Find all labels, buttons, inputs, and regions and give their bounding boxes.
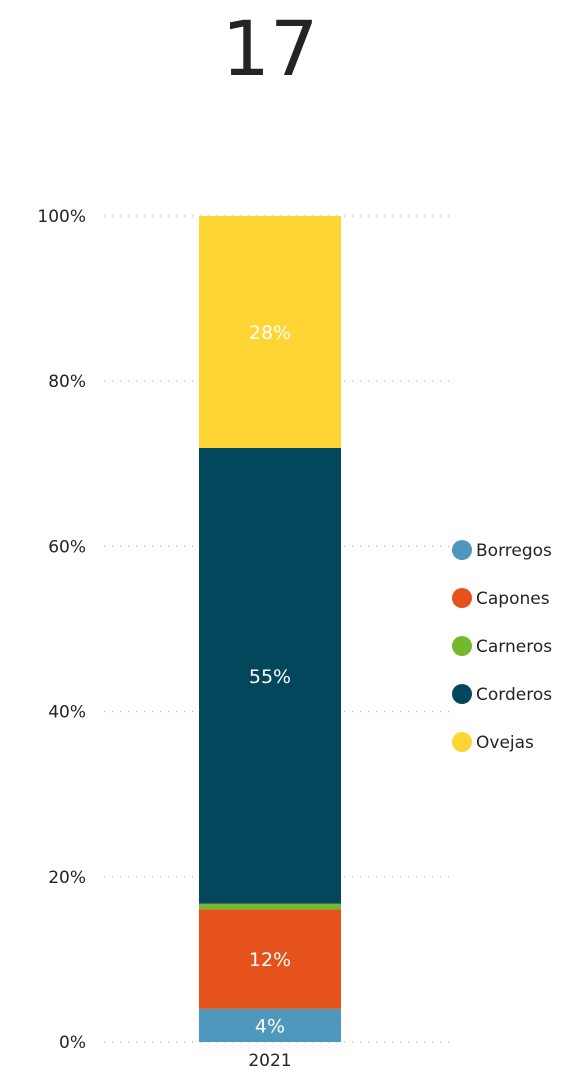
legend-marker	[452, 636, 472, 656]
legend-label: Ovejas	[476, 733, 534, 753]
legend-item-carneros[interactable]: Carneros	[452, 636, 552, 657]
legend-item-ovejas[interactable]: Ovejas	[452, 732, 534, 753]
legend-label: Capones	[476, 589, 550, 609]
legend-label: Borregos	[476, 541, 552, 561]
data-label-ovejas: 28%	[249, 322, 291, 344]
data-label-corderos: 55%	[249, 666, 291, 688]
bar-segment-corderos[interactable]	[199, 447, 341, 904]
legend-item-corderos[interactable]: Corderos	[452, 684, 552, 705]
legend-marker	[452, 732, 472, 752]
y-tick-label: 80%	[48, 372, 86, 392]
legend-marker	[452, 684, 472, 704]
bar-segments	[199, 216, 341, 1042]
y-tick-label: 0%	[59, 1033, 86, 1053]
x-axis-ticks: 2021	[248, 1051, 291, 1071]
bar-segment-ovejas[interactable]	[199, 216, 341, 448]
data-label-capones: 12%	[249, 949, 291, 971]
legend-marker	[452, 540, 472, 560]
data-label-borregos: 4%	[255, 1015, 285, 1037]
x-tick-label: 2021	[248, 1051, 291, 1071]
y-tick-label: 60%	[48, 537, 86, 557]
legend: Borregos Capones Carneros Corderos Ovejas	[452, 540, 552, 753]
legend-label: Corderos	[476, 685, 552, 705]
legend-label: Carneros	[476, 637, 552, 657]
legend-marker	[452, 588, 472, 608]
legend-item-borregos[interactable]: Borregos	[452, 540, 552, 561]
y-tick-label: 100%	[37, 207, 86, 227]
y-tick-label: 40%	[48, 703, 86, 723]
y-tick-label: 20%	[48, 868, 86, 888]
data-labels: 4% 12% 55% 28%	[249, 322, 291, 1037]
legend-item-capones[interactable]: Capones	[452, 588, 550, 609]
bar-segment-capones[interactable]	[199, 909, 341, 1009]
bar-segment-borregos[interactable]	[199, 1008, 341, 1042]
y-axis-ticks: 0% 20% 40% 60% 80% 100%	[37, 207, 86, 1053]
kpi-value: 17	[221, 4, 319, 93]
bar-segment-carneros[interactable]	[199, 903, 341, 910]
